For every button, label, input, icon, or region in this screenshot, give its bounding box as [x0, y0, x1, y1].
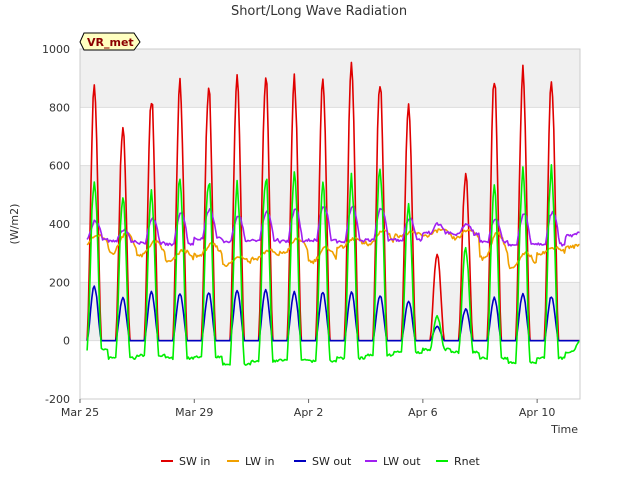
legend: SW in LW in SW out LW out Rnet — [161, 455, 480, 468]
station-badge-shape — [79, 32, 141, 51]
station-badge-label: VR_met — [87, 36, 134, 49]
y-axis-ticks: -200 0 200 400 600 800 1000 — [42, 43, 70, 406]
x-axis-label: Time — [550, 423, 578, 436]
y-tick-label: 1000 — [42, 43, 70, 56]
x-tick-label: Apr 2 — [294, 406, 324, 419]
legend-label-sw-in: SW in — [179, 455, 210, 468]
legend-label-rnet: Rnet — [454, 455, 480, 468]
plot-lines — [86, 61, 581, 366]
y-tick-label: -200 — [45, 393, 70, 406]
x-tick-label: Apr 10 — [519, 406, 556, 419]
series-line-lw-in — [86, 228, 581, 270]
plot-frame — [79, 48, 581, 400]
x-axis-ticks: Mar 25 Mar 29 Apr 2 Apr 6 Apr 10 — [61, 399, 556, 419]
background-band — [80, 107, 580, 166]
x-tick-label: Apr 6 — [408, 406, 438, 419]
chart-title: Short/Long Wave Radiation — [231, 4, 407, 19]
x-tick-label: Mar 25 — [61, 406, 99, 419]
x-tick-label: Mar 29 — [175, 406, 213, 419]
y-tick-label: 200 — [49, 276, 70, 289]
y-tick-label: 400 — [49, 218, 70, 231]
plot-background-bands — [80, 49, 580, 399]
y-tick-label: 600 — [49, 160, 70, 173]
station-badge: VR_met — [79, 32, 141, 51]
legend-label-sw-out: SW out — [312, 455, 352, 468]
y-tick-label: 0 — [63, 335, 70, 348]
series-line-rnet — [86, 164, 581, 366]
background-band — [80, 49, 580, 108]
y-axis-label: (W/m2) — [8, 204, 21, 245]
series-line-sw-out — [86, 285, 580, 342]
legend-label-lw-in: LW in — [245, 455, 275, 468]
y-tick-label: 800 — [49, 101, 70, 114]
legend-label-lw-out: LW out — [383, 455, 421, 468]
series-line-lw-out — [86, 205, 581, 247]
